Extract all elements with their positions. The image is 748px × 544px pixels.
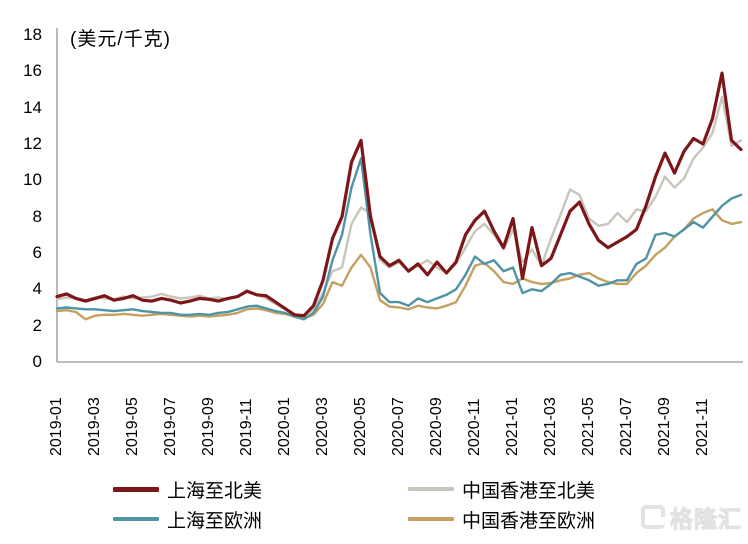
legend-item-shanghai-north-america: 上海至北美 <box>113 477 263 502</box>
series-line-3 <box>55 208 743 321</box>
legend-swatch-shanghai-north-america <box>113 486 159 492</box>
gelonghui-watermark: 格隆汇 <box>641 500 742 534</box>
y-tick-label-8: 8 <box>32 206 42 226</box>
y-tick-label-12: 12 <box>23 134 42 153</box>
y-axis-unit-label: (美元/千克) <box>70 29 171 50</box>
x-tick-label-2019-11: 2019-11 <box>238 398 255 456</box>
legend-label: 中国香港至欧洲 <box>462 510 596 532</box>
x-tick-label-2020-11: 2020-11 <box>466 398 483 456</box>
legend-label: 中国香港至北美 <box>462 480 596 502</box>
x-tick-label-2019-01: 2019-01 <box>48 397 65 456</box>
x-tick-label-2020-03: 2020-03 <box>314 397 331 456</box>
x-tick-label-2021-05: 2021-05 <box>580 397 597 456</box>
x-tick-label-2019-03: 2019-03 <box>86 397 103 456</box>
x-tick-label-2020-07: 2020-07 <box>390 397 407 456</box>
y-tick-label-16: 16 <box>23 61 42 81</box>
legend-swatch-shanghai-europe <box>113 517 159 521</box>
legend-swatch-hongkong-north-america <box>408 487 454 491</box>
series-line-2 <box>55 157 743 321</box>
legend-label: 上海至欧洲 <box>167 510 263 532</box>
x-tick-label-2021-11: 2021-11 <box>694 398 711 456</box>
x-tick-label-2021-07: 2021-07 <box>618 397 635 456</box>
legend-item-hongkong-north-america: 中国香港至北美 <box>408 477 596 502</box>
x-tick-label-2021-03: 2021-03 <box>542 397 559 456</box>
x-tick-label-2019-07: 2019-07 <box>162 397 179 456</box>
gelonghui-logo-icon <box>641 505 665 529</box>
x-tick-label-2021-01: 2021-01 <box>504 397 521 456</box>
legend-label: 上海至北美 <box>167 480 263 502</box>
legend-item-shanghai-europe: 上海至欧洲 <box>113 507 263 532</box>
x-tick-label-2019-05: 2019-05 <box>124 397 141 456</box>
x-tick-label-2020-01: 2020-01 <box>276 397 293 456</box>
y-tick-label-10: 10 <box>23 170 42 190</box>
y-tick-label-6: 6 <box>32 243 42 262</box>
series-line-1 <box>55 95 743 318</box>
legend-swatch-hongkong-europe <box>408 517 454 521</box>
legend-item-hongkong-europe: 中国香港至欧洲 <box>408 507 596 532</box>
x-tick-label-2019-09: 2019-09 <box>200 397 217 456</box>
gelonghui-watermark-text: 格隆汇 <box>670 506 742 533</box>
x-tick-label-2021-09: 2021-09 <box>656 397 673 456</box>
x-tick-label-2020-05: 2020-05 <box>352 397 369 456</box>
y-tick-label-18: 18 <box>23 25 42 44</box>
y-tick-label-14: 14 <box>23 97 42 117</box>
x-tick-label-2020-09: 2020-09 <box>428 397 445 456</box>
y-tick-label-2: 2 <box>32 315 42 335</box>
y-tick-label-0: 0 <box>32 352 42 371</box>
series-line-0 <box>55 71 743 318</box>
y-tick-label-4: 4 <box>32 279 42 299</box>
